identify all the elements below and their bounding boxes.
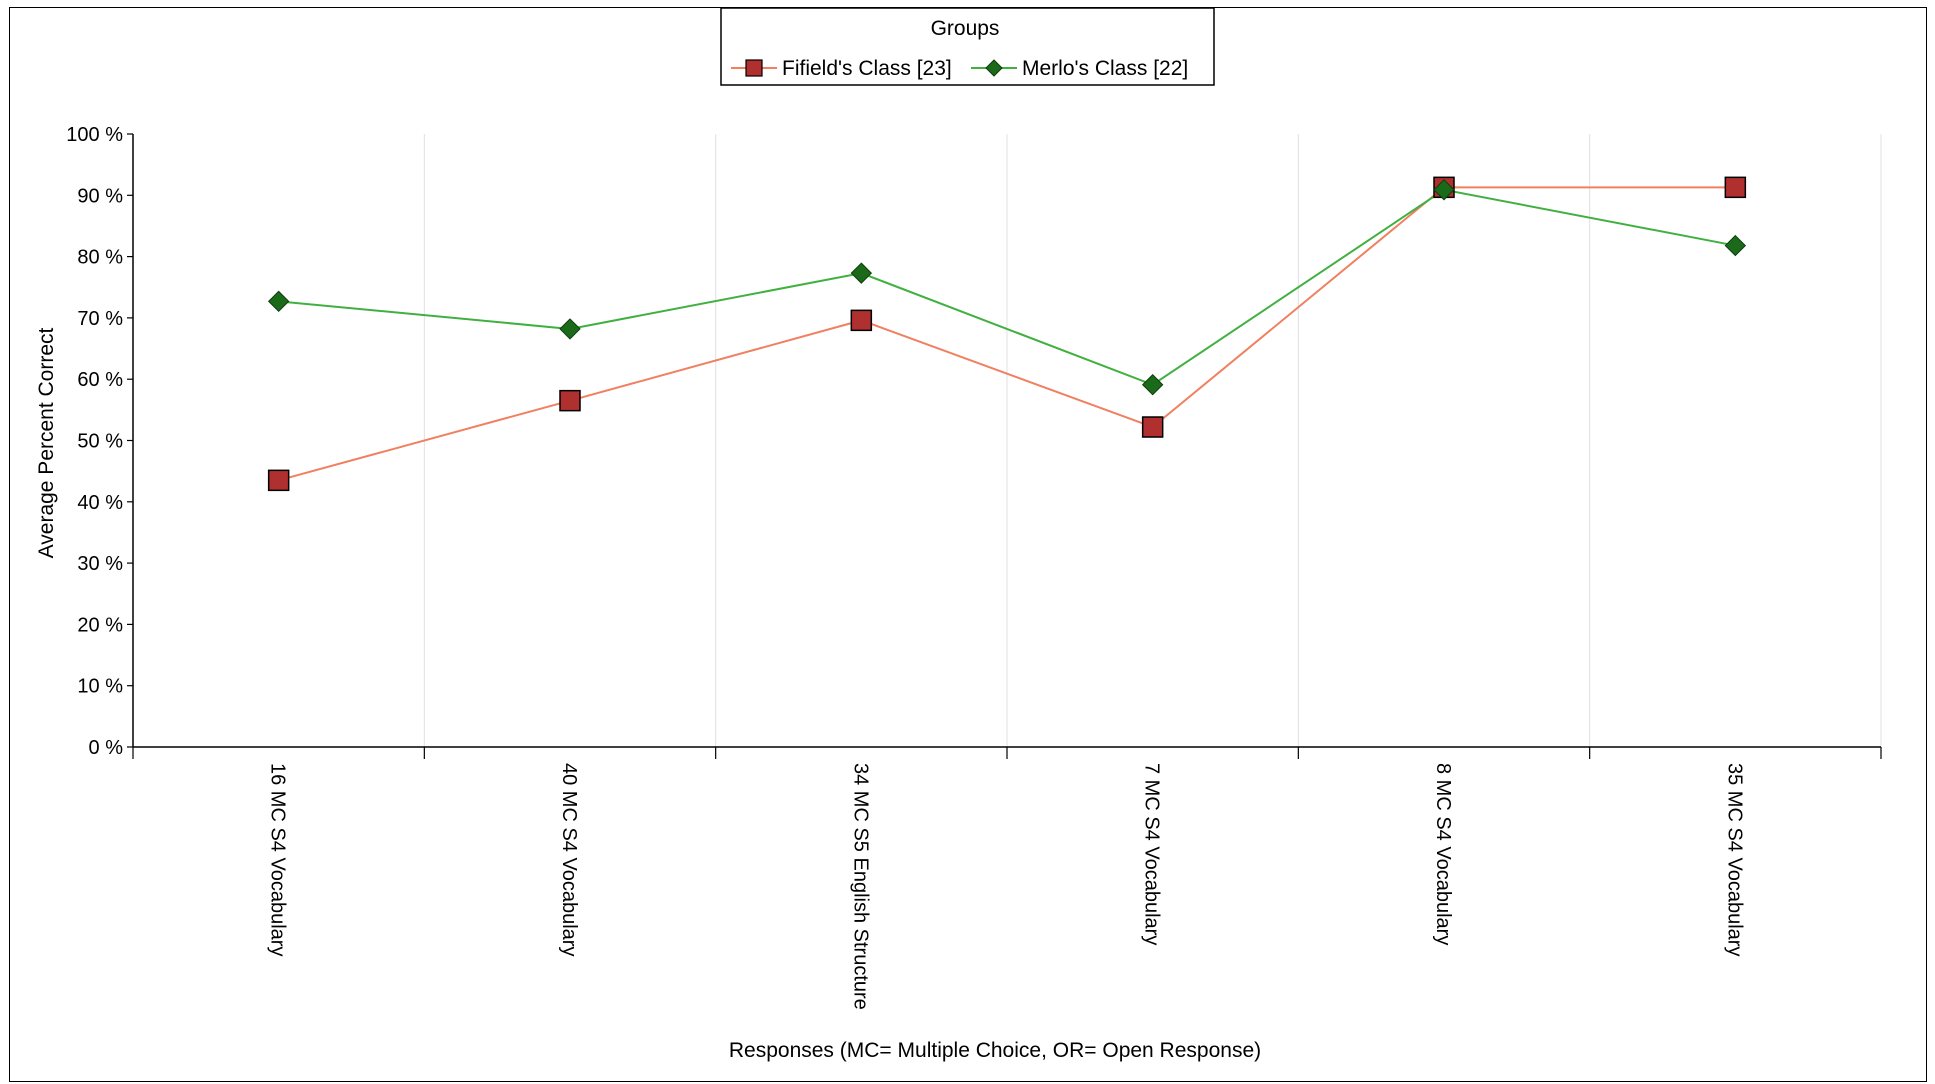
data-point-diamond [1141, 374, 1164, 396]
data-point-square [1141, 416, 1164, 438]
series-line [278, 186, 1736, 482]
x-tick-labels: 16 MC S4 Vocabulary 40 MC S4 Vocabulary 34… [267, 763, 1746, 1010]
legend-box [720, 7, 1215, 86]
data-point-square [1724, 176, 1747, 199]
legend-diamond-marker [985, 59, 1003, 77]
x-tick-label: 40 MC S4 Vocabulary [558, 763, 580, 956]
y-tick-label: 70 % [77, 308, 123, 330]
y-axis-label: Average Percent Correct [35, 327, 58, 558]
data-point-square [559, 389, 581, 412]
grid-lines [423, 134, 1882, 747]
x-tick-label: 7 MC S4 Vocabulary [1141, 763, 1163, 945]
y-tick-label: 40 % [77, 492, 123, 514]
series-line [278, 188, 1736, 386]
y-tick-label: 50 % [77, 431, 123, 453]
x-tick-label: 16 MC S4 Vocabulary [267, 763, 289, 956]
y-tick-labels: 0 % 10 % 20 % 30 % 40 % 50 % 60 % 70 % 80 % 90 % 1… [66, 124, 123, 759]
data-point-diamond [1433, 179, 1455, 201]
y-tick-label: 30 % [77, 553, 123, 575]
y-tick-label: 80 % [77, 247, 123, 269]
y-tick-label: 0 % [89, 737, 124, 759]
y-tick-label: 90 % [77, 185, 123, 207]
legend-entries: Fifield's Class [23] Merlo's Class [22] [731, 57, 1188, 80]
x-tick-label: 34 MC S5 English Structure [849, 763, 871, 1010]
data-point-diamond [267, 290, 290, 313]
y-tick-label: 100 % [66, 124, 123, 146]
legend-title: Groups [931, 17, 1000, 40]
x-tick-label: 8 MC S4 Vocabulary [1432, 763, 1454, 945]
series-lines [278, 186, 1736, 482]
y-tick-label: 10 % [77, 676, 123, 698]
series-markers [267, 176, 1747, 492]
data-point-diamond [559, 318, 581, 340]
legend-entry-label: Fifield's Class [23] [782, 57, 952, 80]
chart-frame [9, 7, 1927, 1082]
axes [127, 133, 1882, 759]
data-point-diamond [850, 262, 873, 284]
y-tick-label: 20 % [77, 614, 123, 636]
x-tick-label: 35 MC S4 Vocabulary [1723, 763, 1745, 956]
legend-square-marker [745, 59, 763, 77]
x-axis-label: Responses (MC= Multiple Choice, OR= Open… [729, 1039, 1261, 1062]
data-point-diamond [1724, 234, 1747, 257]
legend-entry-label: Merlo's Class [22] [1022, 57, 1188, 80]
legend: Groups Fifield's Class [23] Merlo's Class… [720, 7, 1215, 86]
data-point-square [267, 469, 290, 492]
y-tick-label: 60 % [77, 369, 123, 391]
data-point-square [850, 309, 873, 332]
